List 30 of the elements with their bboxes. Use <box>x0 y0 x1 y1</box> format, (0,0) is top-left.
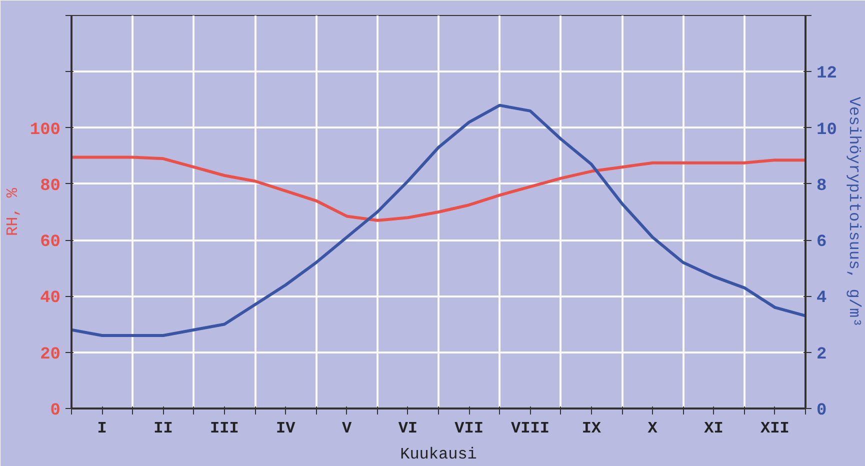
x-tick-label: V <box>342 420 352 438</box>
x-tick-label: VIII <box>511 420 550 438</box>
x-tick-label: III <box>210 420 239 438</box>
line-series <box>72 156 806 222</box>
y2-tick-label: 0 <box>816 402 827 420</box>
x-tick-label: X <box>648 420 658 438</box>
x-tick-label: I <box>97 420 107 438</box>
y-tick-label: 100 <box>30 120 61 140</box>
x-tick-label: VI <box>398 420 418 438</box>
y-tick-label: 40 <box>40 289 61 308</box>
x-tick-label: XII <box>760 420 790 438</box>
y-axis-title: RH, % <box>4 188 22 236</box>
x-tick-label: XI <box>704 420 724 438</box>
x-tick-label: VII <box>454 420 484 438</box>
x-tick-label: IV <box>276 420 296 438</box>
y-tick-label: 0 <box>50 402 60 420</box>
y2-tick-label: 2 <box>816 345 827 364</box>
x-tick-label: II <box>154 420 173 438</box>
y2-tick-label: 10 <box>816 120 837 140</box>
y-tick-label: 60 <box>40 233 61 252</box>
y2-tick-label: 6 <box>816 233 827 252</box>
y-tick-label: 80 <box>40 176 61 196</box>
y2-axis-title: Vesihöyrypitoisuus, g/m³ <box>844 96 863 328</box>
y2-tick-label: 12 <box>816 64 837 84</box>
x-tick-label: IX <box>582 420 602 438</box>
y2-tick-label: 8 <box>816 176 827 196</box>
line-series <box>72 104 806 338</box>
x-axis-title: Kuukausi <box>400 446 477 464</box>
y2-tick-label: 4 <box>816 289 827 308</box>
y-tick-label: 20 <box>40 345 61 364</box>
